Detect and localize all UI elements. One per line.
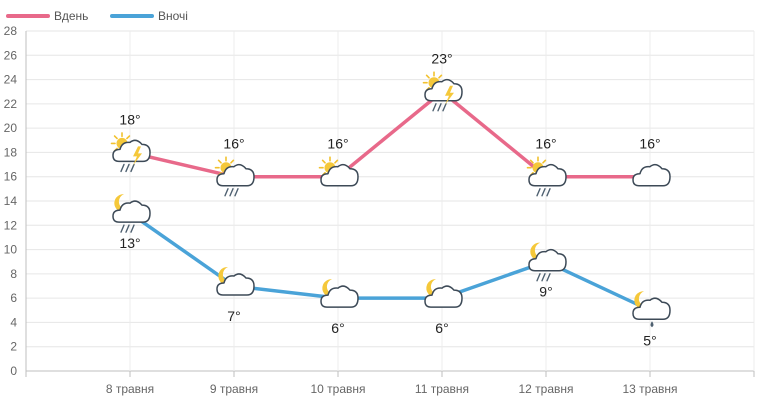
lightning-bolt <box>445 85 454 105</box>
cloud-shape <box>112 200 151 223</box>
y-tick-label: 28 <box>4 24 18 38</box>
y-tick-label: 12 <box>4 218 18 232</box>
weather-icons <box>110 71 671 328</box>
data-label: 9° <box>539 284 552 300</box>
data-label: 16° <box>639 136 660 152</box>
data-label: 5° <box>643 332 656 348</box>
moon-icon <box>530 242 546 261</box>
moon-cloud-icon <box>424 279 463 308</box>
cloud-shape <box>112 139 151 163</box>
moon-cloud-drizzle-icon <box>632 291 671 328</box>
cloud-shape <box>216 163 255 187</box>
y-tick-label: 6 <box>10 291 17 305</box>
cloud-shape <box>424 285 463 308</box>
rain-drops <box>120 224 135 233</box>
legend-entry: Вночі <box>158 9 188 23</box>
rain-drops <box>536 273 551 282</box>
data-label: 18° <box>119 111 140 127</box>
y-tick-label: 24 <box>4 73 18 87</box>
sun-cloud-rain-icon <box>214 156 255 197</box>
data-label: 6° <box>331 320 344 336</box>
cloud-icon <box>632 163 671 187</box>
value-labels: 18° 16° 16° 23° 16° 16° 13° 7° 6° 6° 9° 5° <box>119 51 660 349</box>
y-tick-label: 4 <box>10 315 17 329</box>
rain-drops <box>120 163 135 173</box>
x-tick-label: 11 травня <box>415 382 469 396</box>
cloud-shape <box>216 273 255 296</box>
x-tick-label: 12 травня <box>518 382 573 396</box>
grid-lines <box>25 30 755 372</box>
x-axis: 8 травня 9 травня 10 травня 11 травня 12 тра… <box>25 371 755 396</box>
moon-cloud-icon <box>216 266 255 296</box>
cloud-shape <box>424 78 463 102</box>
moon-cloud-icon <box>320 279 359 308</box>
y-tick-label: 14 <box>4 194 18 208</box>
moon-cloud-rain-icon <box>528 242 567 282</box>
y-tick-label: 20 <box>4 121 18 135</box>
y-tick-label: 16 <box>4 170 18 184</box>
y-tick-label: 2 <box>10 340 17 354</box>
x-tick-label: 13 травня <box>622 382 677 396</box>
data-label: 16° <box>535 136 556 152</box>
cloud-shape <box>632 297 671 321</box>
data-label: 23° <box>431 51 452 67</box>
moon-icon <box>634 291 650 310</box>
data-label: 6° <box>435 320 448 336</box>
moon-icon <box>426 279 442 298</box>
lightning-bolt <box>133 146 142 166</box>
y-tick-label: 26 <box>4 48 18 62</box>
series-line <box>128 89 652 179</box>
drizzle-drop <box>650 321 654 328</box>
series-line <box>128 211 652 313</box>
data-label: 13° <box>119 235 140 251</box>
sun-cloud-rain-thunder-icon <box>110 132 151 173</box>
cloud-shape <box>320 163 359 187</box>
legend-entry: Вдень <box>54 9 88 23</box>
cloud-shape <box>528 163 567 187</box>
cloud-shape <box>632 163 671 187</box>
y-tick-label: 0 <box>10 364 17 378</box>
y-tick-label: 10 <box>4 243 18 257</box>
rain-drops <box>432 103 447 112</box>
legend: Вдень Вночі <box>6 9 188 23</box>
moon-cloud-rain-icon <box>112 194 151 233</box>
rain-drops <box>224 188 239 197</box>
data-label: 7° <box>227 308 240 324</box>
moon-icon <box>114 194 130 213</box>
data-label: 16° <box>223 136 244 152</box>
sun-cloud-rain-thunder-icon <box>422 71 463 112</box>
cloud-shape <box>528 248 567 272</box>
x-tick-label: 9 травня <box>210 382 258 396</box>
rain-drops <box>536 188 551 197</box>
cloud-shape <box>320 285 359 308</box>
y-tick-label: 22 <box>4 97 18 111</box>
y-tick-label: 18 <box>4 145 18 159</box>
data-label: 16° <box>327 136 348 152</box>
sun-cloud-rain-icon <box>526 156 567 197</box>
sun-cloud-icon <box>318 156 359 187</box>
x-tick-label: 10 травня <box>310 382 365 396</box>
moon-icon <box>322 279 338 298</box>
moon-icon <box>218 266 234 285</box>
x-tick-label: 8 травня <box>106 382 154 396</box>
y-tick-label: 8 <box>10 267 17 281</box>
